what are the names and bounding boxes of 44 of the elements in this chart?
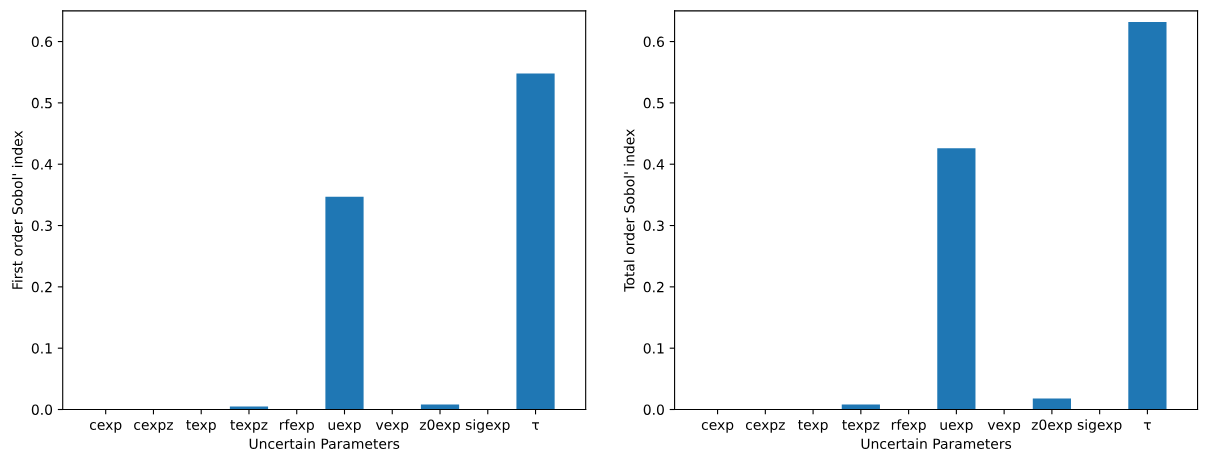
bar — [937, 148, 976, 410]
bar — [1128, 21, 1167, 410]
x-tick-label: z0exp — [1031, 419, 1072, 433]
x-tick-label: z0exp — [419, 419, 460, 433]
x-tick-label: cexpz — [745, 422, 785, 433]
x-tick-label: τ — [532, 422, 540, 430]
x-tick-label: rfexp — [891, 419, 926, 433]
bar — [1032, 398, 1071, 410]
y-tick-label: 0.1 — [643, 343, 664, 354]
x-tick-label: τ — [1143, 422, 1151, 430]
x-tick-label: vexp — [987, 422, 1021, 433]
y-tick-label: 0.3 — [643, 220, 664, 232]
y-tick-label: 0.2 — [643, 281, 664, 293]
x-tick-label: texp — [186, 420, 216, 433]
y-tick-label: 0.5 — [643, 97, 664, 109]
x-tick-label: rfexp — [280, 419, 314, 433]
x-tick-label: vexp — [375, 422, 409, 433]
y-tick-label: 0.0 — [31, 404, 53, 415]
y-tick-label: 0.6 — [643, 36, 664, 48]
y-tick-label: 0.0 — [643, 404, 664, 415]
x-tick-label: cexpz — [134, 422, 173, 433]
x-tick-label: texpz — [842, 420, 880, 433]
x-tick-label: uexp — [328, 422, 361, 433]
x-tick-label: cexp — [89, 422, 122, 433]
bar — [229, 406, 269, 410]
x-axis-title: Uncertain Parameters — [861, 438, 1012, 449]
x-axis-title: Uncertain Parameters — [249, 438, 400, 449]
y-tick-label: 0.3 — [31, 220, 52, 232]
y-tick-label: 0.4 — [31, 159, 53, 170]
x-tick-label: uexp — [940, 422, 973, 433]
y-tick-label: 0.1 — [31, 343, 52, 354]
y-tick-label: 0.6 — [31, 36, 53, 48]
x-tick-label: texpz — [230, 420, 268, 433]
x-tick-label: texp — [798, 420, 828, 433]
x-tick-label: sigexp — [1077, 419, 1122, 433]
y-tick-label: 0.5 — [31, 97, 52, 109]
y-axis-title: Total order Sobol' index — [623, 129, 635, 292]
bar — [516, 73, 555, 410]
x-tick-label: cexp — [701, 422, 734, 433]
y-axis-title: First order Sobol' index — [11, 130, 23, 289]
y-tick-label: 0.4 — [643, 159, 665, 170]
bar — [325, 196, 364, 410]
y-tick-label: 0.2 — [31, 281, 52, 293]
x-tick-label: sigexp — [465, 419, 510, 433]
